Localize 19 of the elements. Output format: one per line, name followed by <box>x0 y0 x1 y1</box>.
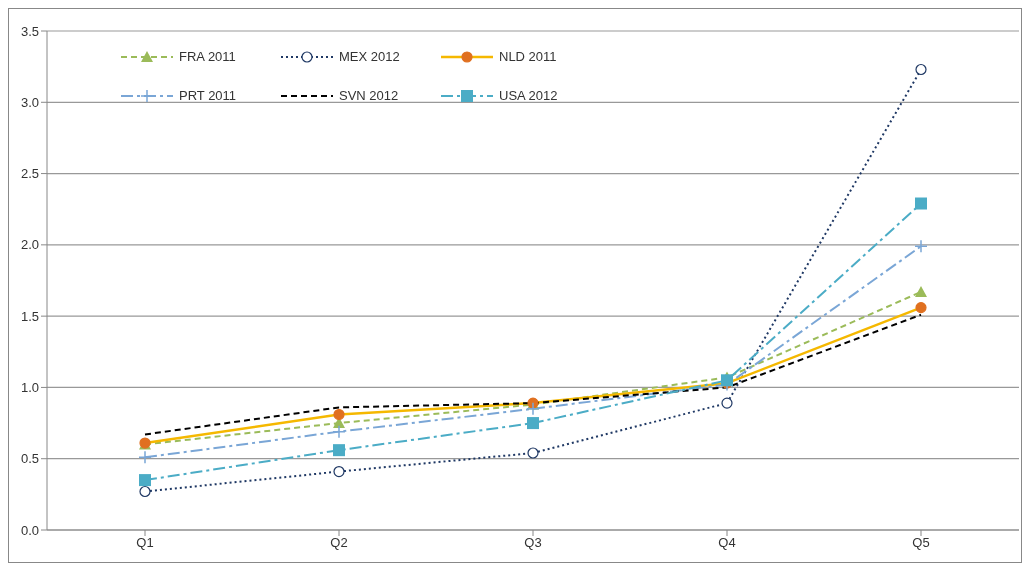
y-tick-label: 0.0 <box>20 522 39 538</box>
y-tick-label: 1.0 <box>20 380 39 396</box>
legend-label: FRA 2011 <box>179 49 236 64</box>
x-tick-label: Q5 <box>912 535 930 551</box>
y-tick-label: 0.5 <box>20 451 39 467</box>
y-tick-label: 2.5 <box>20 166 39 182</box>
legend-label: NLD 2011 <box>499 49 557 64</box>
y-tick-label: 1.5 <box>20 308 39 324</box>
y-tick-label: 2.0 <box>20 237 39 253</box>
legend-label: MEX 2012 <box>339 49 400 64</box>
legend-label: PRT 2011 <box>179 88 237 103</box>
legend-label: USA 2012 <box>499 88 558 103</box>
x-tick-label: Q4 <box>718 535 736 551</box>
y-tick-label: 3.5 <box>20 23 39 39</box>
x-tick-label: Q2 <box>330 535 348 551</box>
x-tick-label: Q1 <box>136 535 154 551</box>
legend-label: SVN 2012 <box>339 88 399 103</box>
y-tick-label: 3.0 <box>20 94 39 110</box>
x-tick-label: Q3 <box>524 535 542 551</box>
